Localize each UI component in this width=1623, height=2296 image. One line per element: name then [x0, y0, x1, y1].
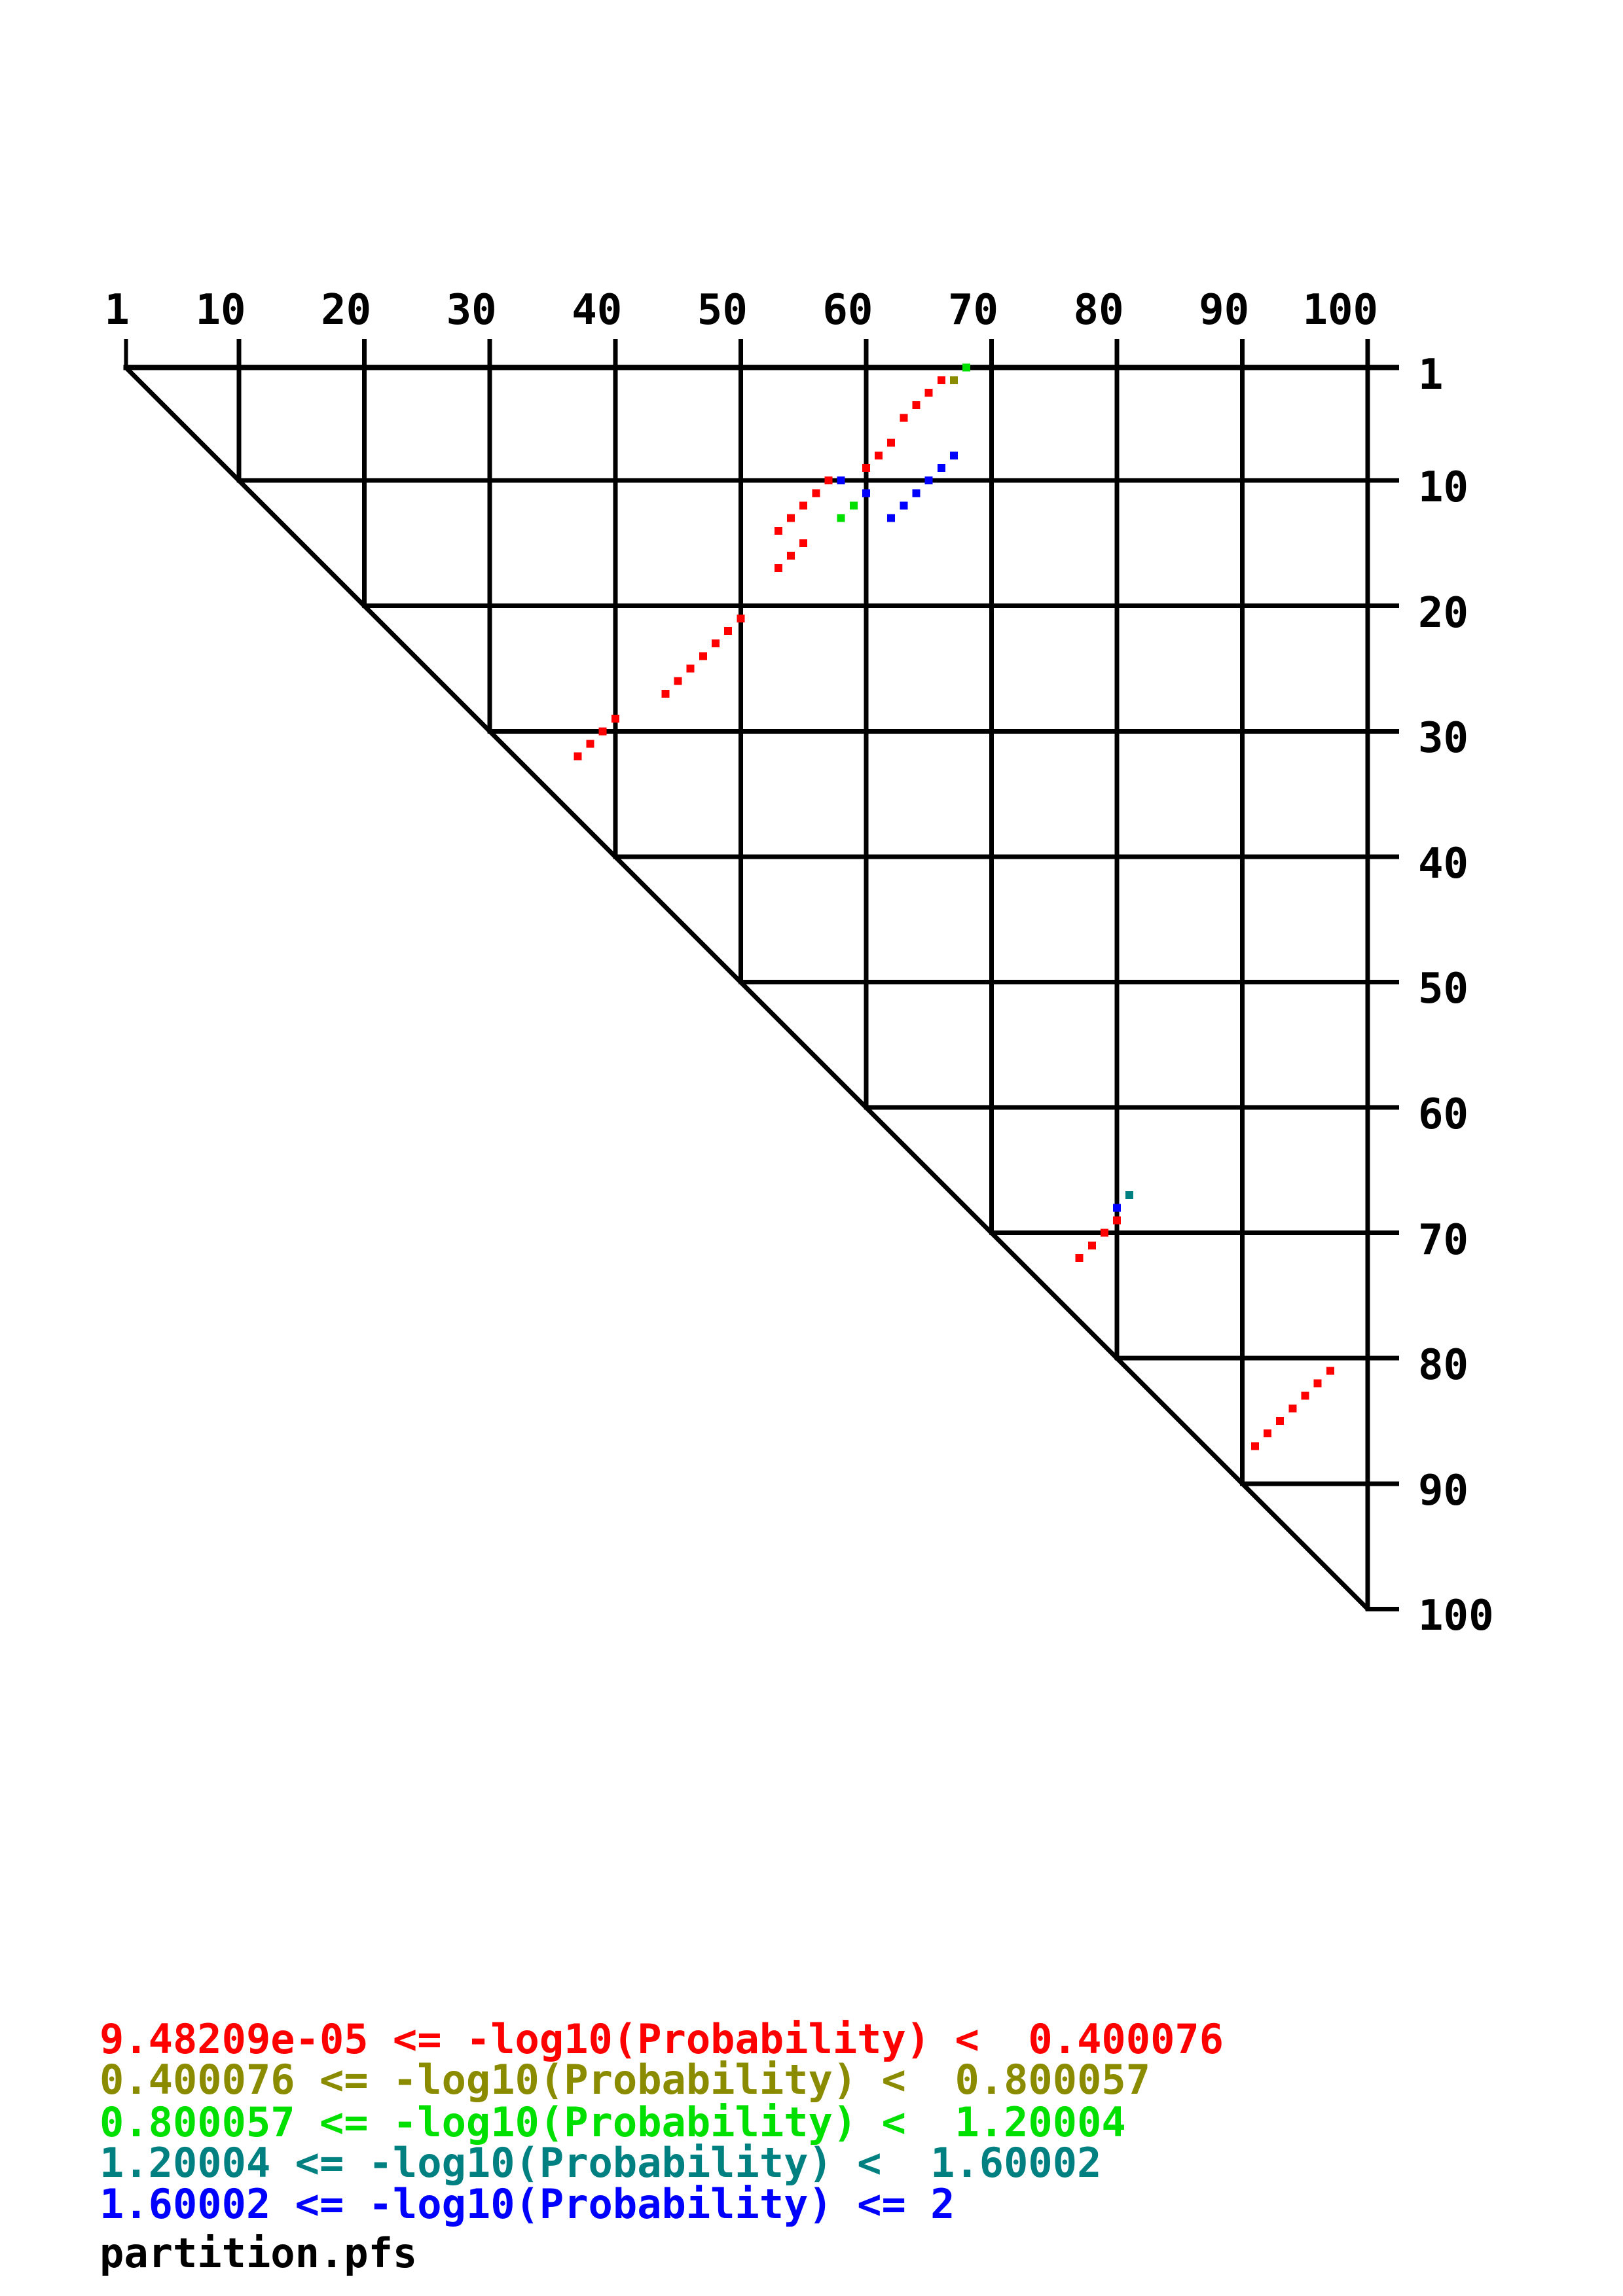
- file-name-label: partition.pfs: [100, 2229, 418, 2277]
- probability-dot: [812, 489, 820, 497]
- probability-dot: [862, 463, 870, 472]
- probability-dot: [849, 501, 858, 510]
- probability-dot: [724, 627, 733, 636]
- top-axis-label: 1: [104, 286, 130, 334]
- probability-dot: [598, 727, 607, 736]
- probability-dot: [786, 552, 795, 560]
- probability-dot: [686, 664, 695, 673]
- probability-dot: [887, 514, 896, 522]
- right-axis-label: 100: [1418, 1592, 1494, 1641]
- right-axis-label: 60: [1418, 1090, 1469, 1139]
- probability-dot: [712, 639, 720, 648]
- legend-line-2: 0.400076 <= -log10(Probability) < 0.8000…: [100, 2056, 1151, 2104]
- right-axis-label: 70: [1418, 1215, 1469, 1265]
- legend-line-5: 1.60002 <= -log10(Probability) <= 2: [100, 2180, 955, 2228]
- probability-dot: [586, 740, 594, 748]
- probability-dot: [875, 451, 883, 459]
- probability-dot: [799, 539, 808, 547]
- top-axis-label: 90: [1199, 286, 1250, 334]
- top-axis-label: 10: [195, 286, 246, 334]
- probability-dot: [786, 514, 795, 522]
- probability-dot: [937, 463, 945, 472]
- probability-dot: [824, 476, 833, 485]
- probability-dot: [737, 614, 745, 622]
- probability-dot: [912, 489, 921, 497]
- probability-dot: [1250, 1442, 1259, 1450]
- right-axis-label: 50: [1418, 965, 1469, 1014]
- probability-dot: [774, 564, 782, 573]
- probability-dot: [699, 652, 707, 660]
- top-axis-label: 30: [446, 286, 497, 334]
- diagonal-line: [124, 366, 1370, 1611]
- probability-dot: [837, 514, 845, 522]
- probability-dot: [1263, 1429, 1271, 1438]
- probability-dot: [887, 439, 896, 447]
- right-axis-label: 30: [1418, 714, 1469, 763]
- top-axis-label: 20: [321, 286, 372, 334]
- probability-dot: [1075, 1253, 1084, 1262]
- top-axis-label: 60: [822, 286, 873, 334]
- top-axis-label: 80: [1073, 286, 1124, 334]
- right-axis-label: 20: [1418, 588, 1469, 637]
- legend-line-1: 9.48209e-05 <= -log10(Probability) < 0.4…: [100, 2015, 1224, 2063]
- probability-dot: [774, 526, 782, 535]
- top-axis-label: 70: [947, 286, 999, 334]
- probability-dot: [937, 376, 945, 384]
- probability-dot: [1113, 1216, 1122, 1225]
- legend-line-4: 1.20004 <= -log10(Probability) < 1.60002: [100, 2139, 1102, 2187]
- probability-dot: [924, 476, 933, 485]
- probability-dot: [1125, 1191, 1134, 1200]
- right-axis-label: 10: [1418, 463, 1469, 512]
- probability-dot: [674, 677, 682, 685]
- probability-dot: [924, 389, 933, 397]
- probability-dot: [837, 476, 845, 485]
- probability-dot: [950, 376, 958, 384]
- probability-dot: [1301, 1391, 1309, 1400]
- probability-dot: [962, 363, 971, 372]
- right-axis-label: 90: [1418, 1466, 1469, 1515]
- probability-dot: [900, 501, 908, 510]
- top-axis-label: 50: [697, 286, 748, 334]
- probability-dot: [1100, 1229, 1108, 1237]
- top-axis-label: 40: [572, 286, 623, 334]
- right-axis-label: 1: [1418, 350, 1444, 399]
- probability-dot: [950, 451, 958, 459]
- probability-dot: [900, 414, 908, 422]
- probability-dot: [574, 752, 582, 761]
- probability-dot: [1087, 1241, 1096, 1249]
- probability-dot: [1326, 1367, 1334, 1375]
- right-axis-label: 80: [1418, 1341, 1469, 1390]
- probability-dot: [799, 501, 808, 510]
- legend-line-3: 0.800057 <= -log10(Probability) < 1.2000…: [100, 2098, 1126, 2146]
- right-axis-label: 40: [1418, 839, 1469, 888]
- probability-dot: [1288, 1404, 1297, 1412]
- probability-dot: [862, 489, 870, 497]
- top-axis-label: 100: [1302, 286, 1379, 334]
- probability-dot: [1276, 1416, 1285, 1425]
- probability-dot: [912, 401, 921, 410]
- probability-dot: [661, 689, 670, 698]
- probability-dot: [1313, 1379, 1322, 1388]
- probability-dot: [611, 715, 619, 723]
- probability-dot: [1113, 1204, 1122, 1212]
